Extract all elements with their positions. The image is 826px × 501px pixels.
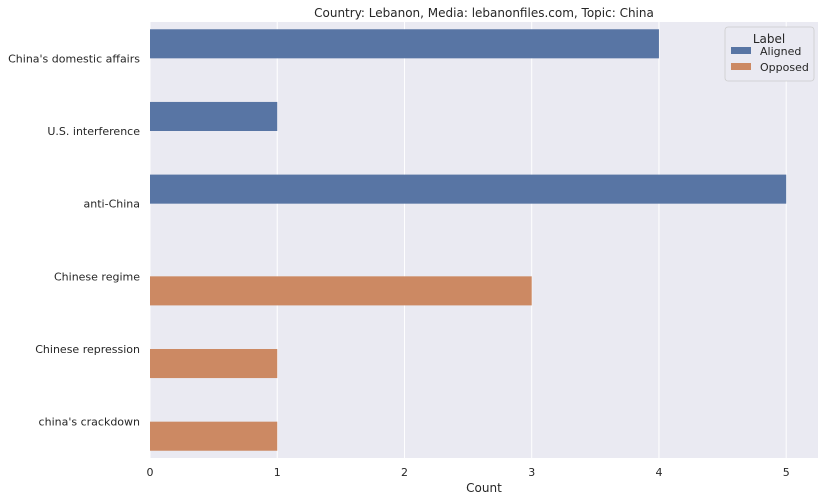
- x-tick-label: 3: [528, 466, 535, 479]
- legend-title: Label: [753, 32, 785, 46]
- bars: [150, 29, 787, 451]
- x-axis-label: Count: [466, 481, 502, 495]
- x-tick-label: 1: [274, 466, 281, 479]
- chart-title: Country: Lebanon, Media: lebanonfiles.co…: [314, 6, 654, 20]
- bar-opposed: [150, 349, 278, 379]
- grid-lines: [149, 22, 787, 458]
- legend-label: Aligned: [760, 45, 801, 58]
- y-tick-label: U.S. interference: [47, 125, 140, 138]
- y-tick-label: china's crackdown: [39, 416, 140, 429]
- x-tick-label: 5: [783, 466, 790, 479]
- x-tick-label: 4: [655, 466, 662, 479]
- x-tick-label: 0: [147, 466, 154, 479]
- legend: Label Aligned Opposed: [724, 26, 815, 82]
- legend-label: Opposed: [760, 61, 809, 74]
- plot-background: [150, 22, 818, 458]
- legend-items: Aligned Opposed: [731, 45, 809, 74]
- legend-swatch: [731, 47, 751, 54]
- x-tick-labels: 0 1 2 3 4 5: [147, 466, 790, 479]
- bar-aligned: [150, 101, 278, 131]
- y-tick-label: China's domestic affairs: [8, 52, 140, 65]
- bar-aligned: [150, 29, 659, 59]
- y-tick-label: Chinese regime: [54, 270, 140, 283]
- y-tick-label: anti-China: [84, 198, 140, 211]
- bar-opposed: [150, 276, 532, 306]
- bar-opposed: [150, 421, 278, 451]
- legend-swatch: [731, 63, 751, 70]
- y-tick-labels: China's domestic affairs U.S. interferenc…: [8, 52, 140, 428]
- bar-aligned: [150, 174, 787, 204]
- y-tick-label: Chinese repression: [35, 343, 140, 356]
- x-tick-label: 2: [401, 466, 408, 479]
